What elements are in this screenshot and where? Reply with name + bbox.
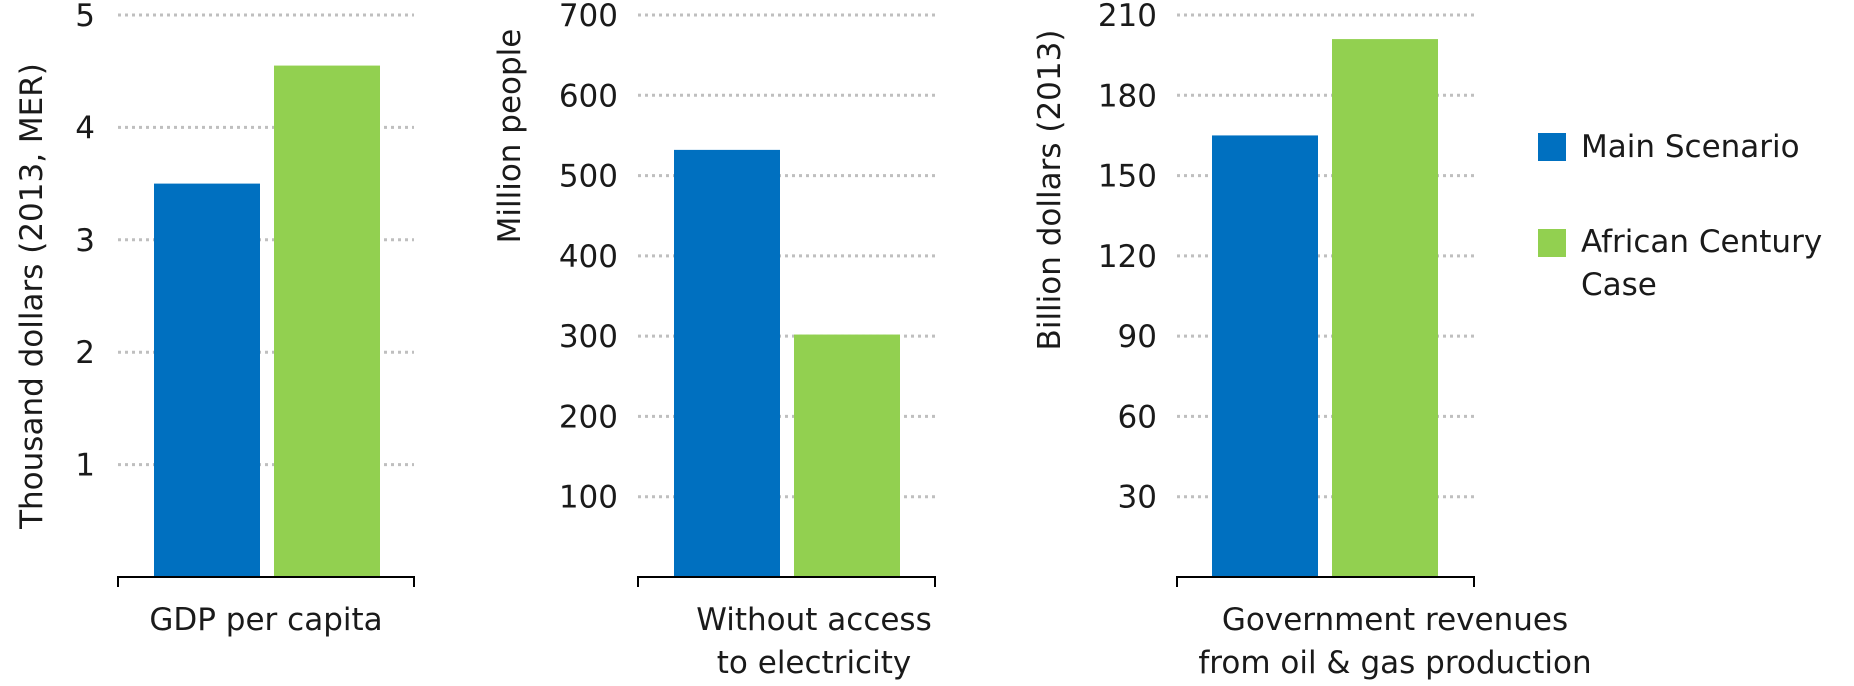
y-tick-label: 30 xyxy=(1118,480,1157,516)
x-category-label: to electricity xyxy=(717,645,911,681)
x-axis xyxy=(637,576,936,587)
chart-panel-3: 30 60 90 120 150 180 210 Billion dollars (2013)… xyxy=(1032,0,1592,681)
y-tick-label: 150 xyxy=(1098,159,1157,195)
legend-label: African Century xyxy=(1581,224,1822,260)
legend-swatch xyxy=(1538,133,1566,161)
y-tick-label: 210 xyxy=(1098,0,1157,34)
bar-african-century-case xyxy=(274,65,380,577)
chart-panel-1: 1 2 3 4 5 Thousand dollars (2013, MER) GDP per… xyxy=(14,0,415,638)
y-tick-label: 500 xyxy=(559,159,618,195)
x-category-label: Government revenues xyxy=(1222,602,1568,638)
y-tick-label: 2 xyxy=(75,335,95,371)
bar-main-scenario xyxy=(674,149,780,577)
y-tick-label: 1 xyxy=(75,448,95,484)
y-tick-label: 300 xyxy=(559,319,618,355)
y-tick-label: 700 xyxy=(559,0,618,34)
legend: Main Scenario African Century Case xyxy=(1538,129,1822,303)
x-axis xyxy=(117,576,415,587)
y-axis-label: Million people xyxy=(492,29,528,244)
legend-item-african-century-case: African Century Case xyxy=(1538,224,1822,303)
y-tick-label: 100 xyxy=(559,480,618,516)
legend-swatch xyxy=(1538,229,1566,257)
bar-african-century-case xyxy=(794,334,900,577)
y-tick-label: 3 xyxy=(75,223,95,259)
y-tick-label: 4 xyxy=(75,110,95,146)
y-tick-label: 90 xyxy=(1118,319,1157,355)
bar-african-century-case xyxy=(1332,39,1438,578)
y-axis-label: Thousand dollars (2013, MER) xyxy=(14,63,50,530)
legend-item-main-scenario: Main Scenario xyxy=(1538,129,1800,165)
chart-panels: 1 2 3 4 5 Thousand dollars (2013, MER) GDP per… xyxy=(14,0,1592,681)
legend-label: Main Scenario xyxy=(1581,129,1800,165)
y-tick-label: 120 xyxy=(1098,239,1157,275)
y-tick-label: 180 xyxy=(1098,78,1157,114)
y-tick-label: 200 xyxy=(559,399,618,435)
legend-label: Case xyxy=(1581,267,1657,303)
x-category-label: from oil & gas production xyxy=(1198,645,1591,681)
x-category-label: Without access xyxy=(696,602,931,638)
x-category-label: GDP per capita xyxy=(149,602,382,638)
y-tick-label: 5 xyxy=(75,0,95,34)
chart-panel-2: 100 200 300 400 500 600 700 Million people Witho… xyxy=(492,0,936,681)
bar-main-scenario xyxy=(1212,135,1318,577)
y-tick-label: 400 xyxy=(559,239,618,275)
y-tick-label: 60 xyxy=(1118,399,1157,435)
y-axis-label: Billion dollars (2013) xyxy=(1032,30,1068,351)
bar-main-scenario xyxy=(154,183,260,577)
y-tick-label: 600 xyxy=(559,78,618,114)
x-axis xyxy=(1176,576,1475,587)
